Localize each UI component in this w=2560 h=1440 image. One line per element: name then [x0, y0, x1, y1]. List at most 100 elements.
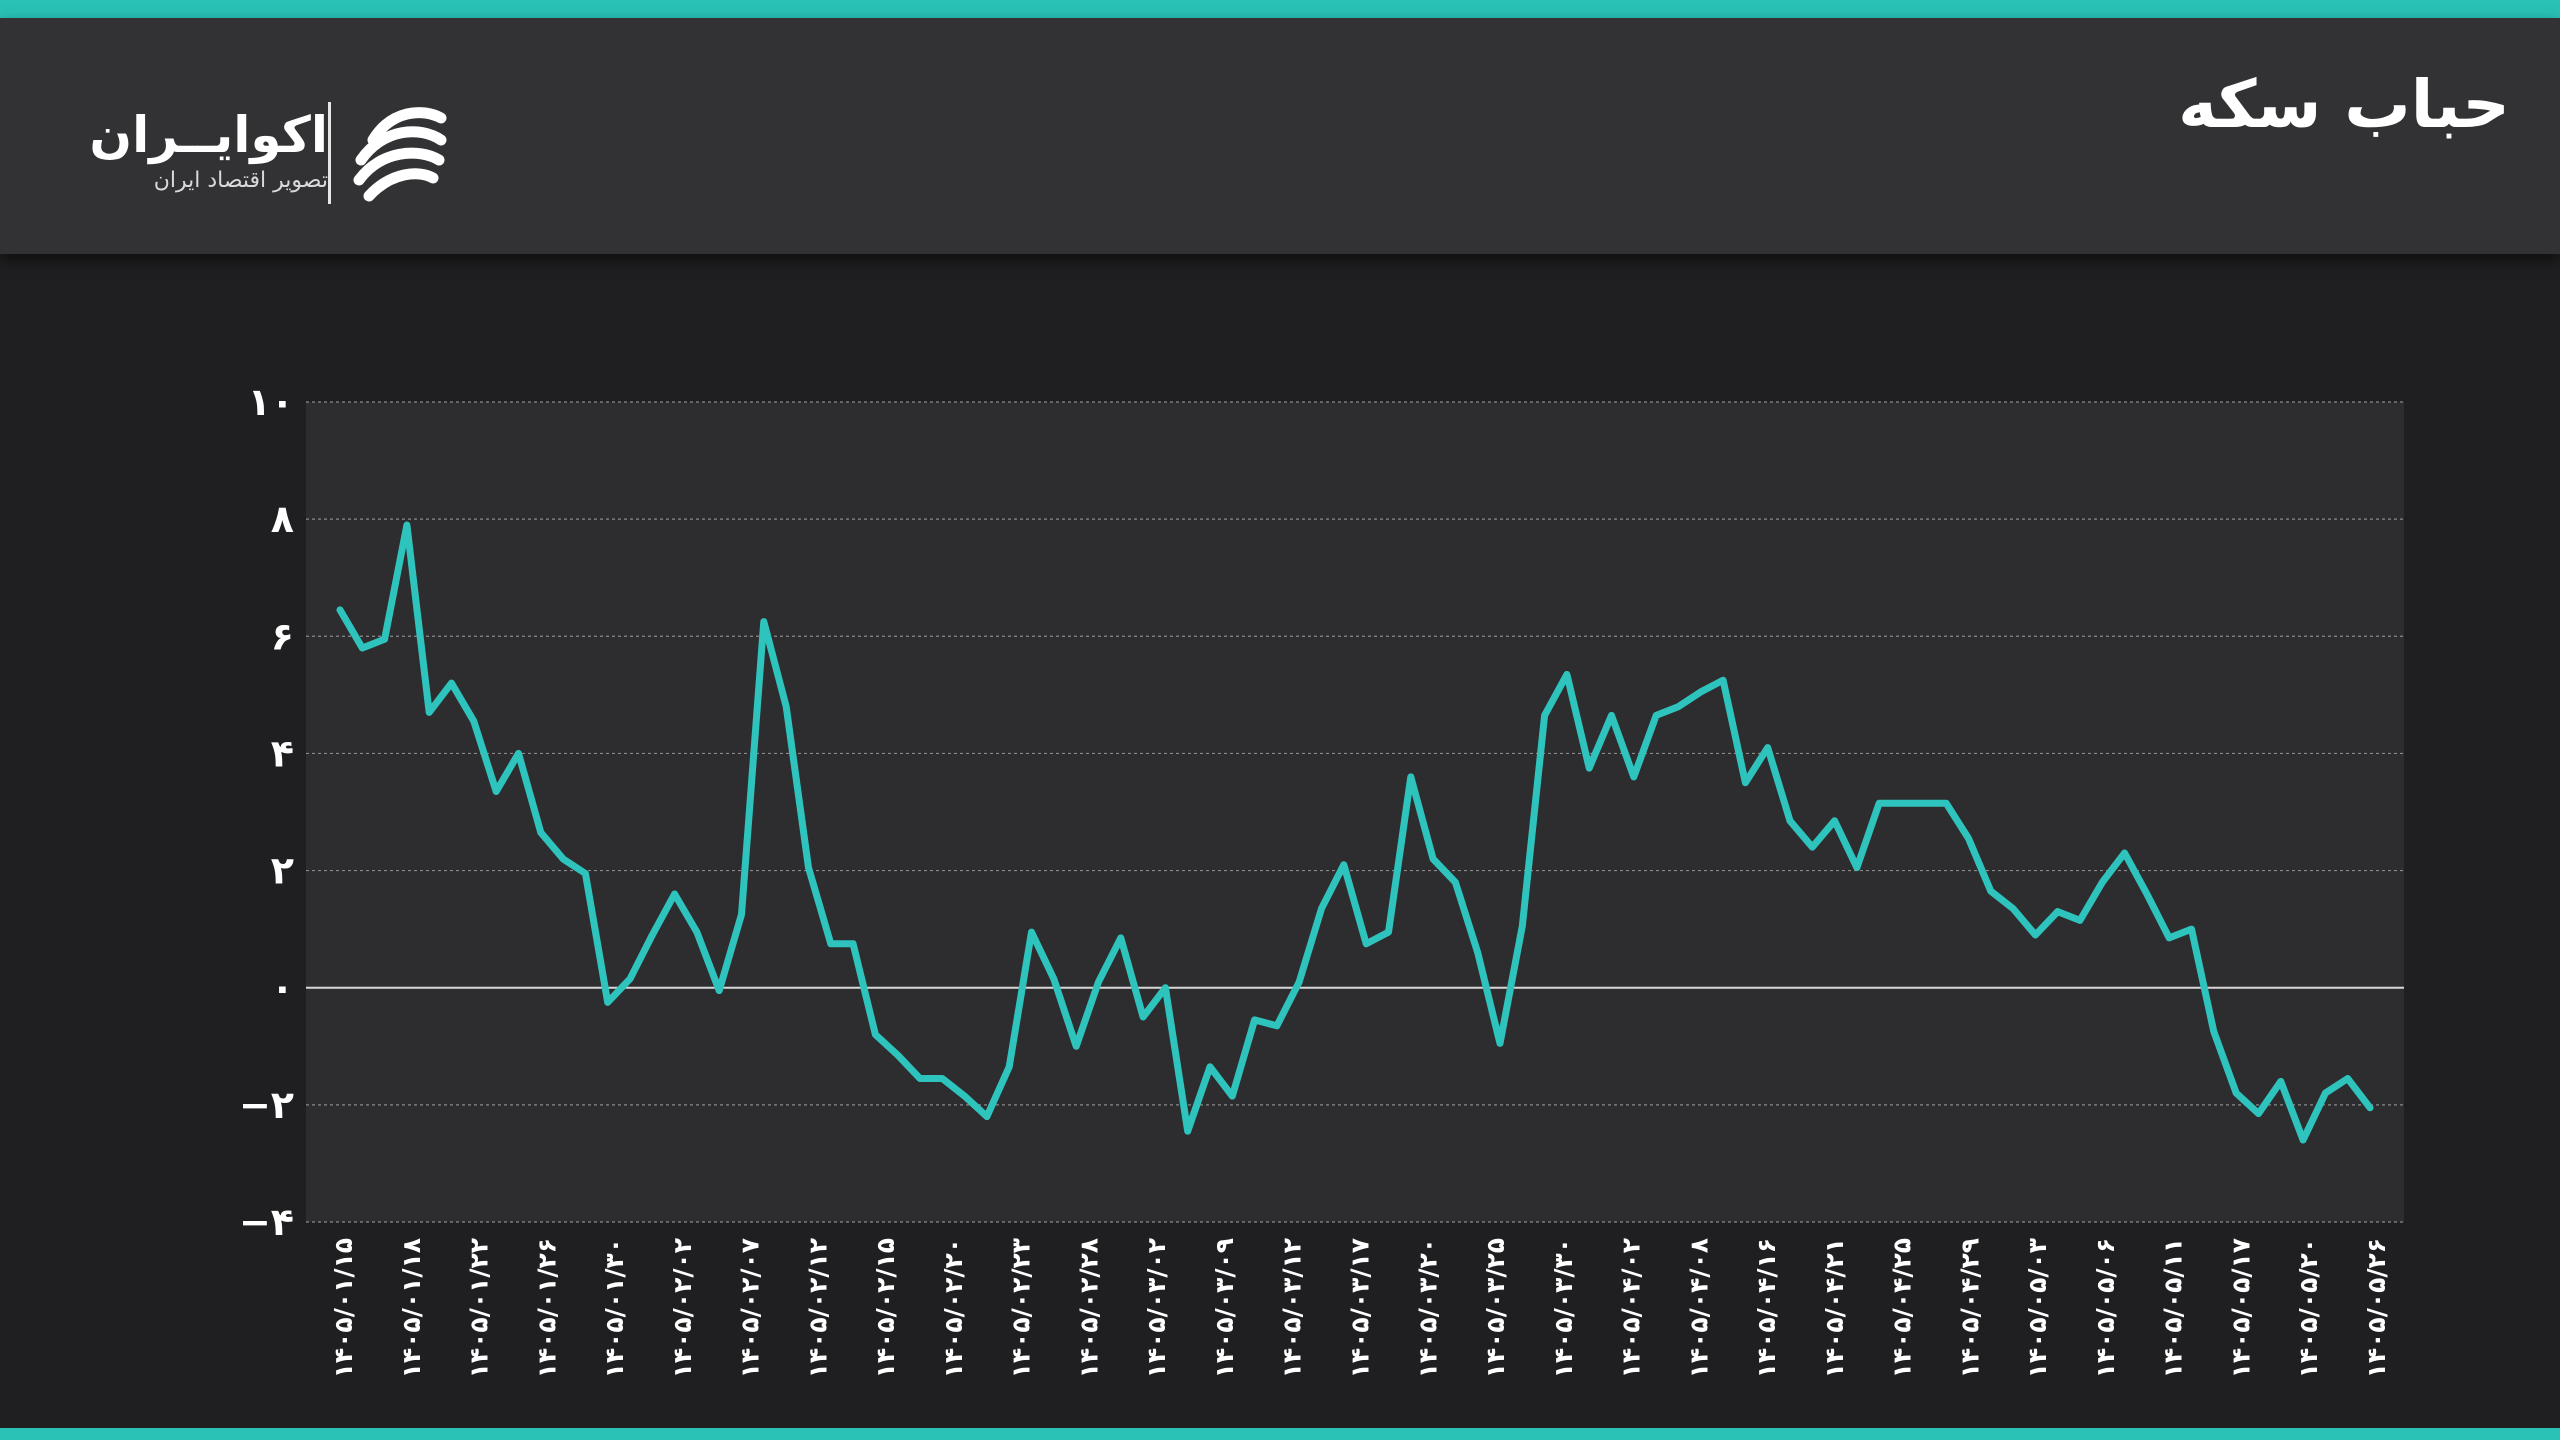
data-point — [805, 864, 812, 871]
data-point — [2009, 905, 2017, 912]
data-point — [894, 1051, 901, 1059]
data-point — [2299, 1136, 2307, 1144]
data-point — [1496, 1040, 1504, 1047]
y-tick-label: ۱۰ — [248, 380, 294, 424]
top-accent-bar — [0, 0, 2560, 18]
x-tick-label: ۱۴۰۵/۰۴/۲۵ — [1888, 1238, 1917, 1378]
data-point — [1541, 712, 1548, 719]
data-point — [1809, 843, 1816, 851]
data-point — [1831, 817, 1838, 824]
data-point — [559, 855, 567, 863]
logo-divider — [328, 102, 331, 204]
x-tick-label: ۱۴۰۵/۰۲/۱۵ — [871, 1238, 900, 1378]
data-point — [716, 987, 723, 994]
data-point — [738, 911, 745, 918]
data-point — [1028, 928, 1035, 936]
data-point — [2344, 1075, 2351, 1082]
x-tick-label: ۱۴۰۵/۰۴/۱۶ — [1752, 1238, 1781, 1378]
data-point — [2277, 1078, 2284, 1085]
data-point — [1206, 1063, 1214, 1070]
y-tick-label: ۶ — [271, 614, 294, 658]
data-point — [1006, 1063, 1013, 1070]
data-point — [1697, 688, 1704, 696]
x-tick-label: ۱۴۰۵/۰۲/۲۰ — [939, 1238, 968, 1378]
data-point — [359, 644, 366, 652]
data-point — [1251, 1016, 1258, 1024]
series-line — [336, 521, 2374, 1144]
data-point — [604, 999, 611, 1006]
data-point — [470, 718, 478, 725]
data-point — [827, 940, 834, 947]
x-tick-label: ۱۴۰۵/۰۲/۱۲ — [803, 1238, 832, 1378]
x-tick-label: ۱۴۰۵/۰۳/۲۵ — [1481, 1238, 1510, 1378]
data-point — [336, 606, 344, 614]
data-point — [1273, 1022, 1281, 1029]
bottom-accent-bar — [0, 1428, 2560, 1440]
x-tick-label: ۱۴۰۵/۰۳/۳۰ — [1549, 1238, 1578, 1378]
data-point — [2188, 925, 2195, 933]
x-tick-label: ۱۴۰۵/۰۳/۱۲ — [1278, 1238, 1307, 1378]
data-point — [492, 788, 500, 795]
data-point — [426, 709, 433, 716]
data-point — [2255, 1110, 2262, 1117]
data-point — [2143, 890, 2151, 898]
data-point — [537, 829, 544, 836]
data-point — [2166, 934, 2173, 942]
x-tick-label: ۱۴۰۵/۰۱/۲۶ — [532, 1238, 561, 1378]
x-tick-label: ۱۴۰۵/۰۱/۲۲ — [465, 1238, 494, 1378]
data-point — [649, 931, 656, 939]
data-point — [582, 870, 589, 877]
x-tick-label: ۱۴۰۵/۰۲/۲۸ — [1074, 1238, 1103, 1378]
x-tick-label: ۱۴۰۵/۰۵/۲۶ — [2362, 1238, 2391, 1378]
header: حباب سکه اکوایــران تصویر اقتصاد ایران — [0, 18, 2560, 254]
x-tick-label: ۱۴۰۵/۰۳/۱۷ — [1346, 1238, 1375, 1378]
data-point — [1563, 671, 1571, 678]
data-point — [1742, 779, 1749, 786]
brand-logo: اکوایــران تصویر اقتصاد ایران — [88, 98, 468, 208]
x-tick-label: ۱۴۰۵/۰۳/۰۲ — [1142, 1238, 1171, 1378]
y-tick-label: −۴ — [239, 1200, 294, 1244]
x-tick-label: ۱۴۰۵/۰۲/۰۷ — [736, 1238, 765, 1378]
data-point — [2076, 917, 2084, 924]
y-tick-label: ۰ — [271, 966, 294, 1010]
logo-tagline: تصویر اقتصاد ایران — [153, 168, 328, 193]
data-point — [2210, 1028, 2218, 1035]
data-point — [1162, 984, 1169, 991]
data-point — [381, 636, 388, 643]
data-point — [2054, 908, 2061, 915]
data-point — [1229, 1092, 1236, 1100]
x-tick-label: ۱۴۰۵/۰۴/۰۸ — [1684, 1238, 1713, 1378]
data-point — [1608, 712, 1615, 719]
x-tick-label: ۱۴۰۵/۰۴/۰۲ — [1617, 1238, 1646, 1378]
x-tick-label: ۱۴۰۵/۰۲/۲۳ — [1007, 1238, 1036, 1378]
data-point — [1296, 978, 1303, 986]
data-point — [1675, 703, 1682, 710]
data-point — [1429, 855, 1437, 863]
data-point — [1452, 879, 1459, 886]
data-point — [2121, 849, 2128, 857]
x-tick-label: ۱۴۰۵/۰۴/۲۹ — [1955, 1238, 1984, 1378]
data-point — [1050, 975, 1058, 983]
data-point — [782, 703, 790, 710]
data-point — [760, 618, 768, 625]
y-tick-label: ۲ — [271, 849, 294, 893]
data-point — [1719, 677, 1727, 684]
x-tick-label: ۱۴۰۵/۰۱/۱۸ — [397, 1238, 426, 1378]
data-point — [1876, 800, 1883, 807]
data-point — [2032, 931, 2039, 939]
y-tick-label: ۴ — [271, 731, 294, 775]
x-tick-label: ۱۴۰۵/۰۵/۲۰ — [2294, 1238, 2323, 1378]
data-point — [1764, 744, 1771, 751]
data-point — [872, 1031, 879, 1038]
data-point — [1362, 940, 1370, 947]
x-tick-label: ۱۴۰۵/۰۳/۲۰ — [1413, 1238, 1442, 1378]
data-point — [1385, 928, 1392, 936]
y-tick-label: −۲ — [239, 1083, 294, 1127]
data-point — [1117, 934, 1124, 942]
data-point — [1898, 800, 1905, 807]
data-point — [961, 1092, 968, 1100]
logo-mark-icon — [353, 107, 447, 202]
data-point — [2099, 879, 2106, 886]
data-point — [1920, 800, 1928, 807]
